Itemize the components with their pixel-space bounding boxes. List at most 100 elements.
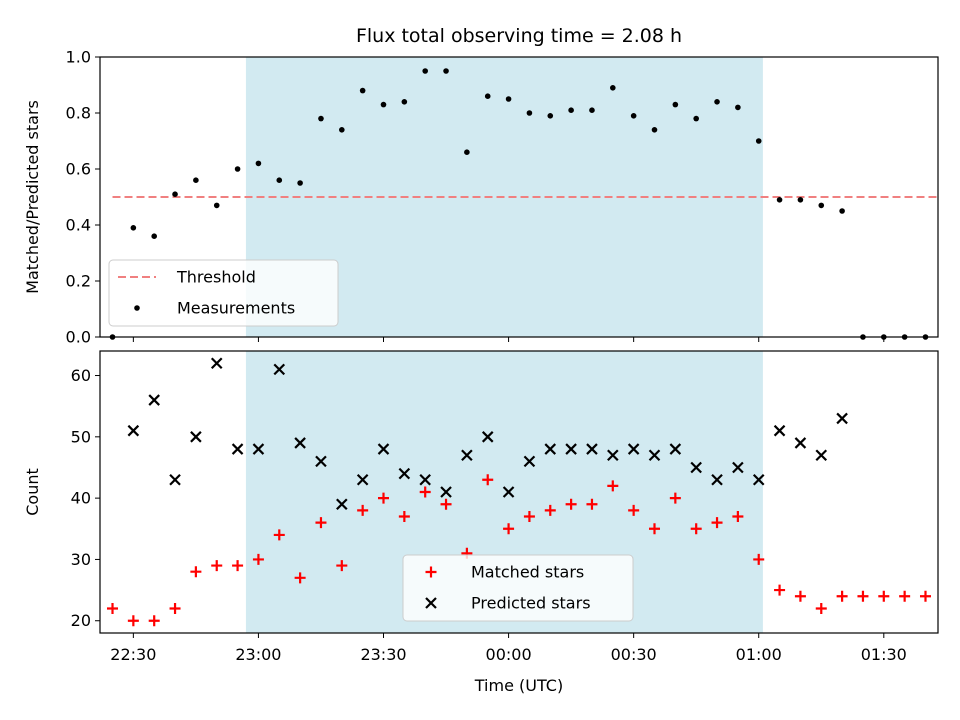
y-tick-label: 1.0	[66, 48, 91, 67]
predicted-stars-point	[356, 473, 369, 486]
measurement-point	[651, 127, 658, 133]
predicted-stars-point	[627, 443, 640, 455]
y-tick-label: 0.0	[66, 328, 91, 347]
predicted-stars-point	[752, 473, 765, 486]
legend-label: Threshold	[176, 268, 256, 287]
measurement-point	[380, 101, 387, 108]
measurement-point	[318, 115, 324, 122]
y-axis-label: Matched/Predicted stars	[23, 100, 42, 294]
matched-stars-point	[252, 553, 264, 565]
matched-stars-point	[148, 615, 160, 627]
measurement-point	[193, 177, 199, 183]
measurement-point	[484, 93, 491, 99]
predicted-stars-point	[127, 424, 140, 437]
measurement-point	[589, 107, 595, 113]
legend-swatch	[134, 305, 140, 311]
matched-stars-point	[523, 511, 535, 523]
matched-stars-point	[836, 590, 848, 602]
predicted-stars-point	[481, 431, 494, 443]
predicted-stars-point	[398, 467, 411, 480]
predicted-stars-point	[794, 437, 807, 449]
predicted-stars-point	[252, 443, 265, 455]
legend-label: Measurements	[177, 299, 295, 318]
measurement-point	[755, 138, 762, 144]
legend-label: Matched stars	[471, 563, 584, 582]
matched-stars-point	[628, 504, 640, 516]
matched-stars-point	[107, 602, 119, 614]
axes-frame	[99, 350, 939, 634]
predicted-stars-point	[586, 443, 598, 455]
predicted-stars-point	[815, 449, 828, 461]
predicted-stars-point	[461, 449, 473, 461]
matched-stars-point	[815, 602, 827, 614]
x-tick-label: 00:30	[611, 645, 657, 664]
measurement-point	[339, 127, 345, 133]
matched-stars-point	[503, 523, 515, 535]
matched-stars-point	[419, 486, 431, 498]
predicted-stars-point	[648, 449, 661, 461]
predicted-stars-point	[315, 455, 327, 468]
measurement-point	[422, 68, 428, 74]
predicted-stars-point	[294, 437, 306, 449]
measurement-point	[464, 149, 470, 155]
x-tick-label: 23:30	[360, 645, 406, 664]
measurement-point	[234, 166, 241, 172]
predicted-stars-point	[336, 498, 348, 511]
measurement-point	[776, 197, 783, 203]
x-tick-label: 23:00	[235, 645, 281, 664]
measurement-point	[526, 110, 533, 116]
matched-stars-point	[857, 590, 869, 602]
matched-stars-point	[336, 560, 348, 572]
y-tick-label: 0.2	[66, 272, 91, 291]
predicted-stars-point	[231, 443, 244, 455]
x-tick-label: 22:30	[110, 645, 156, 664]
measurement-point	[610, 85, 616, 91]
measurement-point	[568, 107, 574, 113]
matched-stars-point	[899, 590, 911, 602]
matched-stars-point	[273, 529, 285, 541]
matched-stars-point	[294, 572, 306, 584]
matched-stars-point	[774, 584, 786, 596]
matched-stars-point	[690, 523, 702, 535]
count-panel: 20 30 40 50 60 22:30 23:00 23:30 00:00 00:30 01:00…	[23, 350, 939, 664]
matched-stars-point	[878, 590, 890, 602]
matched-stars-point	[544, 504, 556, 516]
matched-stars-point	[378, 492, 390, 504]
measurement-point	[672, 101, 679, 108]
matched-stars-point	[211, 560, 223, 572]
legend: Matched stars Predicted stars	[402, 554, 634, 622]
y-tick-label: 0.6	[66, 160, 91, 179]
matched-stars-point	[648, 523, 660, 535]
matched-stars-point	[711, 517, 723, 529]
measurement-point	[255, 160, 262, 167]
predicted-stars-point	[523, 455, 536, 468]
measurement-point	[797, 197, 804, 203]
predicted-stars-point	[773, 424, 786, 437]
measurement-point	[630, 113, 637, 119]
predicted-stars-point	[190, 431, 202, 443]
matched-stars-point	[732, 511, 744, 523]
y-tick-label: 20	[71, 611, 91, 630]
measurement-point	[276, 177, 283, 183]
measurement-point	[401, 99, 408, 105]
predicted-stars-point	[732, 461, 744, 474]
matched-stars-point	[169, 602, 181, 614]
predicted-stars-point	[377, 443, 390, 455]
x-axis-label: Time (UTC)	[474, 676, 563, 695]
legend: Threshold Measurements	[108, 259, 339, 327]
matched-stars-point	[398, 511, 410, 523]
y-tick-label: 0.8	[66, 104, 91, 123]
x-tick-label: 00:00	[486, 645, 532, 664]
matched-stars-point	[315, 517, 327, 529]
y-tick-label: 60	[71, 366, 91, 385]
measurement-point	[172, 191, 178, 197]
predicted-stars-point	[419, 473, 431, 486]
predicted-stars-point	[169, 473, 181, 486]
predicted-stars-point	[607, 449, 619, 461]
matched-stars-point	[794, 590, 806, 602]
matched-stars-point	[753, 553, 765, 565]
matched-stars-point	[669, 492, 681, 504]
measurement-point	[839, 208, 845, 214]
measurement-point	[151, 233, 157, 239]
